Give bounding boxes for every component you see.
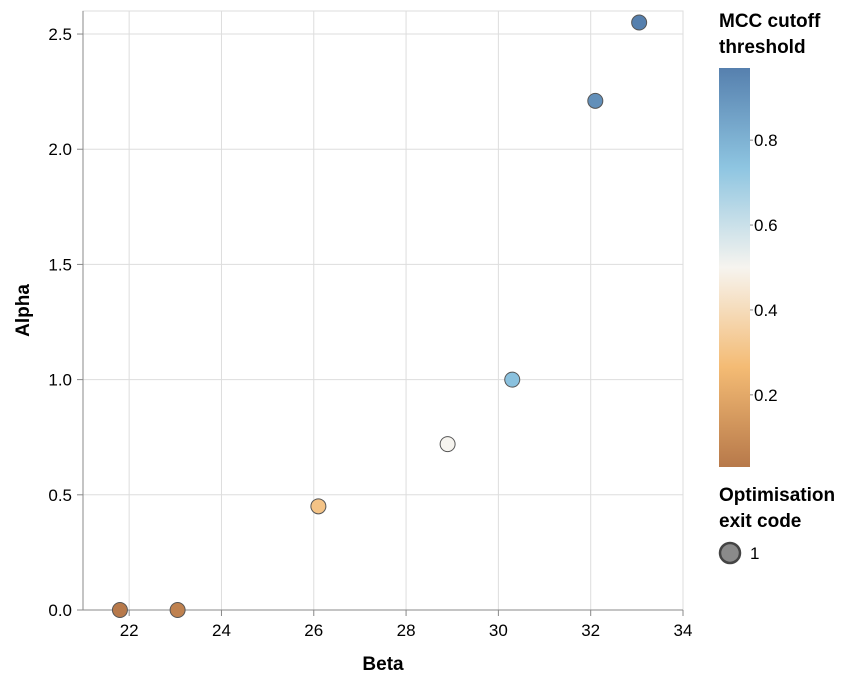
- legend-area: MCC cutoff threshold 0.2 0.4 0.6 0.8 Optimisat…: [718, 11, 835, 565]
- y-tick-label: 2.5: [48, 25, 72, 44]
- data-point: [587, 92, 604, 109]
- x-tick-label: 34: [674, 621, 693, 640]
- y-tick-label: 0.5: [48, 486, 72, 505]
- color-legend-tick-label: 0.6: [754, 216, 778, 235]
- x-tick-label: 28: [397, 621, 416, 640]
- data-point: [111, 602, 128, 618]
- data-point: [169, 602, 186, 618]
- color-legend-tick-label: 0.4: [754, 301, 778, 320]
- x-tick-label: 24: [212, 621, 231, 640]
- shape-legend-title: exit code: [719, 511, 801, 532]
- y-tick-label: 2.0: [48, 140, 72, 159]
- x-tick-label: 32: [581, 621, 600, 640]
- shape-legend-title: Optimisation: [719, 485, 835, 506]
- shape-legend-symbol: [718, 541, 742, 565]
- y-tick-label: 1.5: [48, 255, 72, 274]
- x-axis-title: Beta: [362, 654, 404, 675]
- shape-legend-label: 1: [750, 544, 759, 563]
- color-legend-tick-label: 0.2: [754, 386, 778, 405]
- color-legend-title: MCC cutoff: [719, 11, 821, 32]
- plot-area: 22 24 26 28 30 32 34 0.0 0.5 1.0 1.5 2.0 2.5 Beta Alph…: [13, 10, 693, 675]
- y-tick-label: 1.0: [48, 371, 72, 390]
- x-tick-label: 30: [489, 621, 508, 640]
- data-point: [310, 498, 327, 515]
- color-legend-title: threshold: [719, 37, 806, 58]
- color-gradient-bar: [719, 68, 750, 467]
- x-tick-label: 26: [304, 621, 323, 640]
- y-tick-label: 0.0: [48, 601, 72, 620]
- data-point: [439, 436, 456, 453]
- data-point: [504, 371, 521, 388]
- y-axis-title: Alpha: [13, 284, 34, 337]
- color-legend-tick-label: 0.8: [754, 131, 778, 150]
- x-tick-label: 22: [120, 621, 139, 640]
- data-point: [631, 14, 648, 31]
